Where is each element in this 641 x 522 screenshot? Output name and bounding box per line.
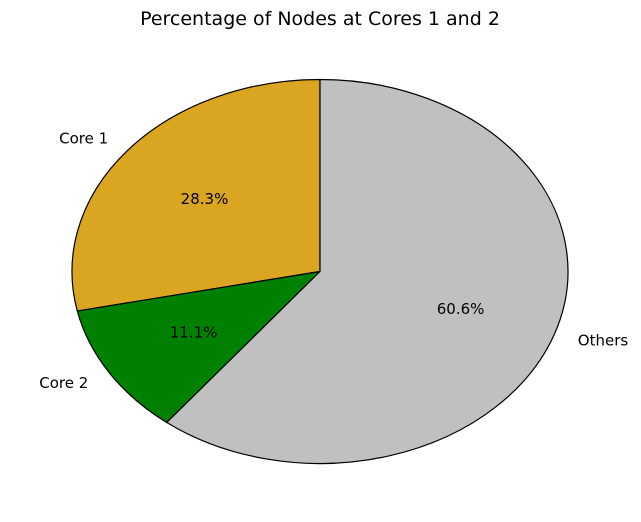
pie-slice-others (166, 78, 569, 465)
slice-label: Others (578, 332, 629, 350)
chart-title: Percentage of Nodes at Cores 1 and 2 (140, 8, 500, 30)
slice-label: Core 2 (39, 374, 88, 392)
slice-percent-label: 11.1% (170, 323, 218, 341)
pie-slice-core-2 (76, 270, 321, 424)
slice-percent-label: 28.3% (181, 190, 229, 208)
slice-percent-label: 60.6% (437, 300, 485, 318)
slice-label: Core 1 (59, 129, 108, 147)
pie-labels: Core 1 28.3% Core 2 11.1% Others 60.6% (39, 129, 628, 392)
pie-slices (71, 78, 569, 465)
pie-slice-core-1 (71, 78, 321, 312)
